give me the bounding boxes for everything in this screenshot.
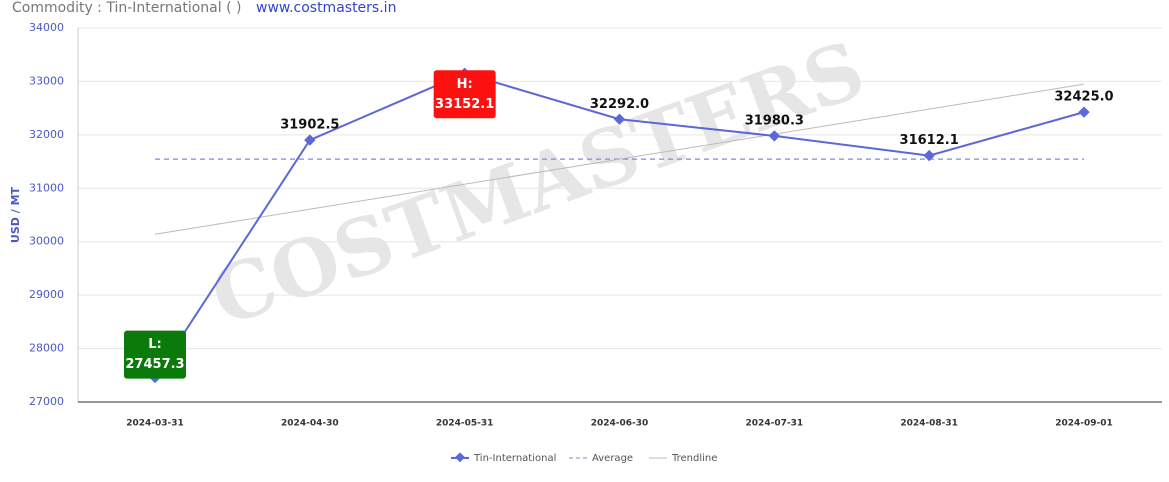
- x-tick-label: 2024-08-31: [900, 419, 958, 429]
- header-commodity: Commodity : Tin-International ( ): [12, 0, 241, 16]
- legend-swatch: [455, 452, 465, 463]
- low-label: L:: [148, 337, 161, 352]
- y-tick-label: 32000: [29, 128, 64, 141]
- y-tick-label: 27000: [29, 395, 64, 408]
- legend-label: Average: [592, 453, 633, 464]
- y-tick-label: 34000: [29, 21, 64, 34]
- legend-label: Tin-International: [473, 453, 556, 464]
- header-site: www.costmasters.in: [256, 0, 396, 16]
- x-tick-label: 2024-03-31: [126, 419, 184, 429]
- value-label: 32425.0: [1054, 90, 1113, 105]
- value-label: 31902.5: [280, 118, 339, 133]
- y-tick-label: 28000: [29, 342, 64, 355]
- trendline: [154, 83, 1085, 235]
- data-point: [304, 134, 316, 146]
- y-tick-label: 30000: [29, 235, 64, 248]
- value-label: 31980.3: [745, 113, 804, 128]
- low-box: [124, 330, 186, 379]
- x-tick-label: 2024-04-30: [281, 419, 339, 429]
- x-tick-label: 2024-06-30: [591, 419, 649, 429]
- x-tick-label: 2024-05-31: [436, 419, 494, 429]
- value-label: 27457.3: [125, 357, 184, 372]
- watermark: COSTMASTERS: [200, 24, 876, 344]
- value-label: 33152.1: [435, 97, 494, 112]
- value-label: 32292.0: [590, 97, 649, 112]
- high-label: H:: [457, 77, 473, 92]
- y-tick-label: 29000: [29, 288, 64, 301]
- y-tick-label: 31000: [29, 181, 64, 194]
- high-box: [433, 70, 496, 119]
- x-tick-label: 2024-09-01: [1055, 419, 1113, 429]
- data-point: [1078, 106, 1090, 118]
- data-point: [923, 149, 935, 162]
- value-label: 31612.1: [900, 133, 959, 148]
- data-point: [768, 130, 780, 142]
- legend-label: Trendline: [671, 453, 717, 464]
- y-tick-label: 33000: [29, 74, 64, 87]
- y-axis-label: USD / MT: [9, 186, 22, 243]
- x-tick-label: 2024-07-31: [746, 419, 804, 429]
